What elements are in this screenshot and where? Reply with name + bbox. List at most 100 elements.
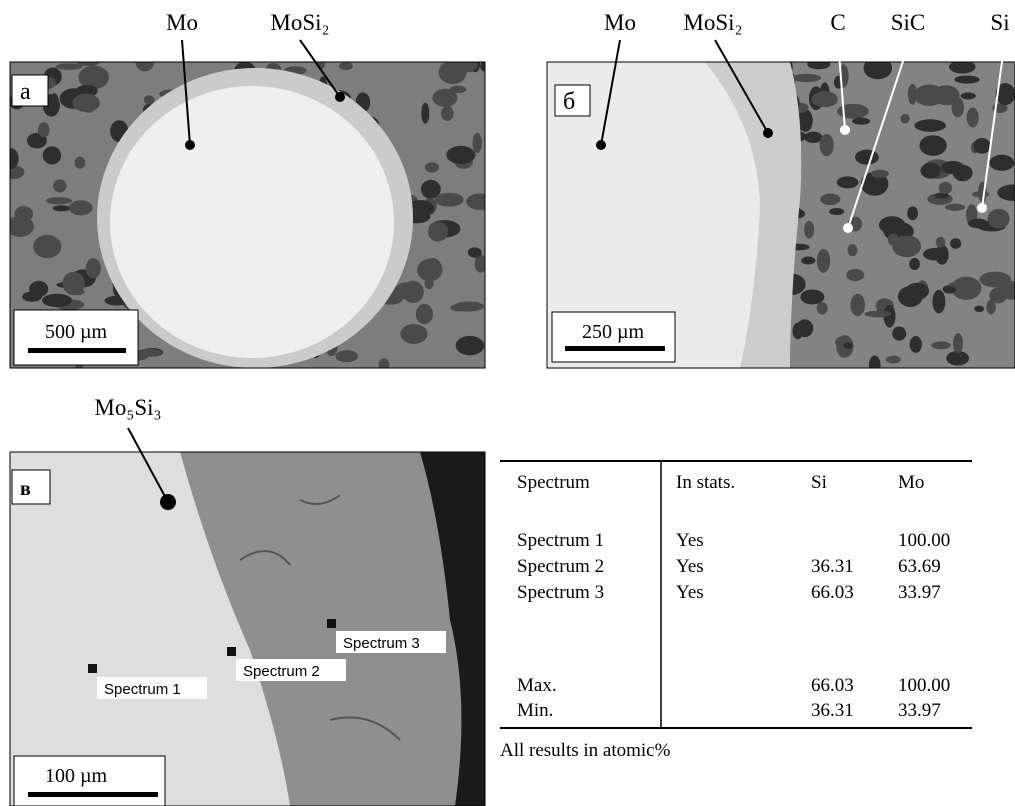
- texture: [72, 94, 100, 112]
- texture: [989, 155, 1014, 171]
- texture: [800, 289, 824, 304]
- panel-label: в: [20, 478, 31, 500]
- texture: [428, 222, 448, 242]
- texture: [43, 146, 61, 164]
- table-cell: 66.03: [811, 582, 854, 603]
- phase-label: MoSi₂: [683, 10, 742, 35]
- texture: [423, 190, 433, 198]
- table-cell: Min.: [517, 700, 553, 721]
- phase-label: Mo₅Si₃: [94, 395, 161, 420]
- texture: [38, 122, 50, 137]
- texture: [144, 95, 155, 104]
- texture: [468, 247, 482, 257]
- texture: [892, 235, 921, 257]
- texture: [852, 118, 870, 125]
- texture: [817, 302, 828, 314]
- texture: [936, 237, 946, 248]
- texture: [919, 135, 946, 156]
- texture: [950, 238, 961, 249]
- texture: [50, 93, 58, 112]
- texture: [456, 336, 485, 355]
- table-cell: Spectrum 2: [517, 556, 604, 577]
- texture: [974, 306, 984, 312]
- texture: [69, 200, 93, 215]
- texture: [435, 193, 464, 207]
- texture: [53, 179, 66, 192]
- texture: [954, 75, 979, 83]
- texture: [33, 235, 61, 258]
- texture: [807, 59, 830, 69]
- texture: [804, 132, 822, 143]
- texture: [339, 62, 353, 70]
- texture: [3, 148, 19, 169]
- table-cell: In stats.: [676, 472, 735, 493]
- table-cell: 100.00: [898, 530, 950, 551]
- texture: [847, 244, 857, 256]
- texture: [920, 163, 941, 179]
- texture: [820, 193, 840, 205]
- texture: [972, 191, 989, 197]
- texture: [905, 283, 929, 299]
- scale-bar-label: 250 µm: [582, 321, 645, 343]
- texture: [945, 204, 965, 211]
- texture: [46, 197, 72, 204]
- table-cell: Yes: [676, 530, 704, 551]
- table-footnote: All results in atomic%: [500, 740, 671, 761]
- texture: [869, 356, 881, 375]
- texture: [421, 103, 429, 124]
- texture: [820, 134, 834, 156]
- texture: [473, 133, 482, 153]
- texture: [974, 138, 991, 154]
- table-cell: Max.: [517, 675, 557, 696]
- table-cell: Yes: [676, 582, 704, 603]
- texture: [855, 150, 879, 165]
- texture: [811, 91, 838, 107]
- texture: [796, 319, 813, 337]
- texture: [941, 161, 964, 174]
- spectrum-label: Spectrum 3: [343, 635, 420, 652]
- texture: [932, 290, 945, 314]
- texture: [953, 333, 963, 353]
- results-table: All results in atomic% SpectrumIn stats.…: [500, 461, 972, 761]
- texture: [817, 249, 830, 273]
- texture: [441, 106, 453, 121]
- texture: [335, 350, 358, 362]
- texture: [460, 56, 478, 72]
- texture: [801, 257, 815, 265]
- texture: [868, 59, 877, 73]
- texture: [967, 108, 979, 128]
- texture: [907, 206, 918, 220]
- texture: [915, 119, 946, 132]
- figure: Mo MoSi₂ Mo MoSi₂ C SiC Si Mo₅Si₃ а б в …: [0, 0, 1015, 806]
- texture: [14, 206, 33, 222]
- texture: [900, 114, 909, 124]
- texture: [846, 269, 864, 281]
- texture: [910, 336, 922, 353]
- texture: [432, 89, 457, 107]
- micrograph-c: [10, 452, 485, 806]
- texture: [416, 304, 433, 324]
- texture: [843, 342, 853, 349]
- texture: [379, 358, 390, 372]
- table-cell: 33.97: [898, 700, 941, 721]
- table-cell: Spectrum 3: [517, 582, 604, 603]
- texture: [914, 85, 945, 106]
- scale-bar-label: 100 µm: [45, 765, 108, 787]
- panel-label: б: [563, 89, 575, 115]
- texture: [42, 294, 72, 307]
- spectrum-label: Spectrum 1: [104, 681, 181, 698]
- texture: [864, 311, 891, 318]
- texture: [417, 259, 442, 281]
- phase-label: SiC: [891, 10, 926, 35]
- texture: [792, 74, 821, 82]
- phase-label: C: [830, 10, 845, 35]
- texture: [949, 282, 963, 288]
- texture: [829, 208, 844, 215]
- table-cell: Yes: [676, 556, 704, 577]
- texture: [804, 221, 814, 239]
- texture: [871, 170, 889, 178]
- texture: [86, 258, 101, 278]
- texture: [892, 326, 906, 340]
- texture: [886, 356, 901, 364]
- table-cell: 66.03: [811, 675, 854, 696]
